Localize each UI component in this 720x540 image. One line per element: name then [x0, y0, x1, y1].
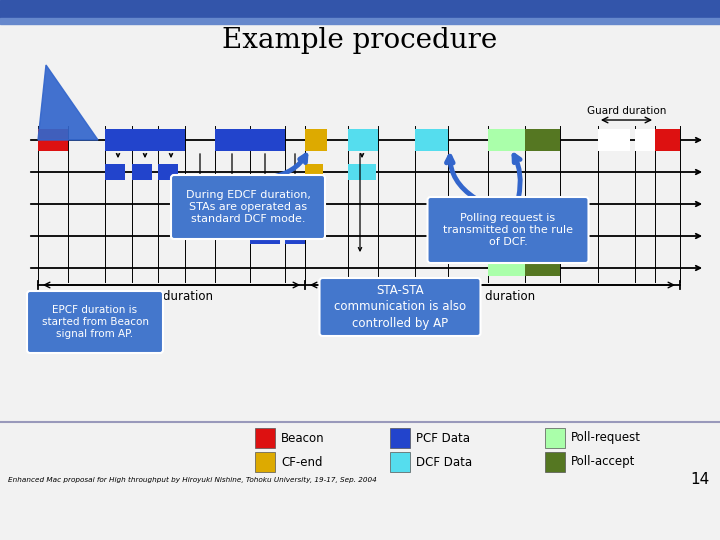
Bar: [250, 228, 280, 244]
Bar: [348, 129, 378, 151]
Text: Poll-accept: Poll-accept: [571, 456, 635, 469]
Bar: [545, 428, 565, 448]
Bar: [598, 129, 630, 151]
Bar: [0, 18, 720, 24]
Bar: [158, 164, 178, 180]
Bar: [488, 129, 525, 151]
Text: Guard duration: Guard duration: [587, 106, 666, 116]
FancyBboxPatch shape: [171, 175, 325, 239]
Bar: [215, 129, 250, 151]
Bar: [255, 452, 275, 472]
Bar: [255, 428, 275, 448]
Bar: [305, 164, 323, 180]
Bar: [635, 129, 655, 151]
Bar: [390, 452, 410, 472]
Bar: [488, 260, 525, 276]
Bar: [215, 196, 250, 212]
Bar: [415, 129, 448, 151]
Bar: [185, 196, 213, 212]
Bar: [285, 228, 305, 244]
Bar: [105, 164, 125, 180]
Text: Enhanced Mac proposal for High throughput by Hiroyuki Nishine, Tohoku University: Enhanced Mac proposal for High throughpu…: [8, 477, 377, 483]
FancyBboxPatch shape: [428, 197, 588, 263]
Bar: [655, 129, 680, 151]
Bar: [132, 129, 158, 151]
Bar: [105, 129, 132, 151]
Bar: [525, 129, 560, 151]
Polygon shape: [38, 65, 98, 140]
Text: 14: 14: [690, 472, 710, 488]
Bar: [390, 428, 410, 448]
Bar: [0, 0, 720, 18]
FancyBboxPatch shape: [27, 291, 163, 353]
Bar: [132, 164, 152, 180]
Text: Beacon: Beacon: [281, 431, 325, 444]
Text: Example procedure: Example procedure: [222, 26, 498, 53]
Bar: [38, 129, 68, 151]
Bar: [545, 452, 565, 472]
Text: CF-end: CF-end: [281, 456, 323, 469]
Text: During EDCF duration,
STAs are operated as
standard DCF mode.: During EDCF duration, STAs are operated …: [186, 190, 310, 225]
Text: Polling request is
transmitted on the rule
of DCF.: Polling request is transmitted on the ru…: [443, 213, 573, 247]
Text: EPCF duration: EPCF duration: [130, 290, 213, 303]
Text: PCF Data: PCF Data: [416, 431, 470, 444]
Bar: [348, 164, 376, 180]
Bar: [158, 129, 185, 151]
Text: Poll-request: Poll-request: [571, 431, 641, 444]
Text: EDCF duration: EDCF duration: [450, 290, 535, 303]
Text: EPCF duration is
started from Beacon
signal from AP.: EPCF duration is started from Beacon sig…: [42, 305, 148, 340]
FancyBboxPatch shape: [320, 278, 480, 336]
Text: DCF Data: DCF Data: [416, 456, 472, 469]
Bar: [250, 129, 285, 151]
Bar: [525, 260, 560, 276]
Bar: [305, 129, 327, 151]
Text: STA-STA
communication is also
controlled by AP: STA-STA communication is also controlled…: [334, 285, 466, 329]
